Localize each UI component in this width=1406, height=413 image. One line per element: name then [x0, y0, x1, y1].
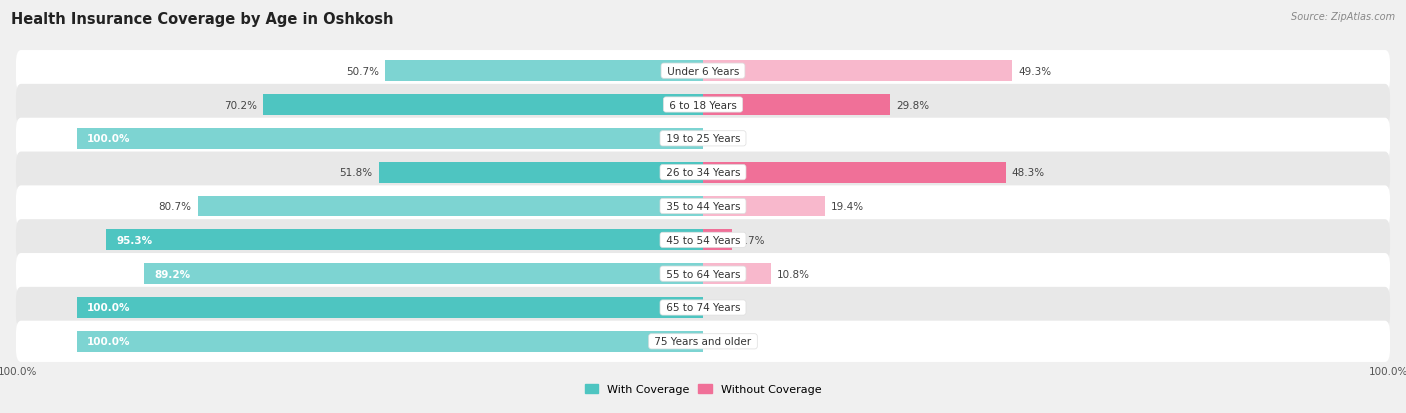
Text: 10.8%: 10.8%	[778, 269, 810, 279]
Bar	[703, 61, 1012, 82]
FancyBboxPatch shape	[15, 321, 1391, 362]
Text: Source: ZipAtlas.com: Source: ZipAtlas.com	[1291, 12, 1395, 22]
Text: 55 to 64 Years: 55 to 64 Years	[662, 269, 744, 279]
Bar	[145, 263, 703, 285]
Legend: With Coverage, Without Coverage: With Coverage, Without Coverage	[581, 380, 825, 399]
Text: 6 to 18 Years: 6 to 18 Years	[666, 100, 740, 110]
Text: 50.7%: 50.7%	[346, 66, 380, 76]
FancyBboxPatch shape	[15, 85, 1391, 126]
Text: 0.0%: 0.0%	[709, 303, 735, 313]
Bar	[77, 128, 703, 150]
Text: 95.3%: 95.3%	[117, 235, 152, 245]
Text: 29.8%: 29.8%	[896, 100, 929, 110]
Text: 100.0%: 100.0%	[87, 303, 131, 313]
Bar	[703, 263, 770, 285]
Text: 80.7%: 80.7%	[159, 202, 191, 211]
Text: 89.2%: 89.2%	[155, 269, 190, 279]
Text: 100.0%: 100.0%	[87, 337, 131, 347]
Text: 35 to 44 Years: 35 to 44 Years	[662, 202, 744, 211]
Text: 48.3%: 48.3%	[1012, 168, 1045, 178]
Bar	[198, 196, 703, 217]
Bar	[378, 162, 703, 183]
Text: Under 6 Years: Under 6 Years	[664, 66, 742, 76]
FancyBboxPatch shape	[15, 220, 1391, 261]
Text: 75 Years and older: 75 Years and older	[651, 337, 755, 347]
Bar	[263, 95, 703, 116]
FancyBboxPatch shape	[15, 254, 1391, 294]
Text: 0.0%: 0.0%	[709, 134, 735, 144]
FancyBboxPatch shape	[15, 152, 1391, 193]
Text: 26 to 34 Years: 26 to 34 Years	[662, 168, 744, 178]
Text: 19 to 25 Years: 19 to 25 Years	[662, 134, 744, 144]
FancyBboxPatch shape	[15, 51, 1391, 92]
Text: 0.0%: 0.0%	[709, 337, 735, 347]
FancyBboxPatch shape	[15, 186, 1391, 227]
Bar	[703, 196, 824, 217]
Text: 100.0%: 100.0%	[87, 134, 131, 144]
Text: 19.4%: 19.4%	[831, 202, 863, 211]
Bar	[703, 230, 733, 251]
Text: 4.7%: 4.7%	[738, 235, 765, 245]
Text: Health Insurance Coverage by Age in Oshkosh: Health Insurance Coverage by Age in Oshk…	[11, 12, 394, 27]
Bar	[105, 230, 703, 251]
Text: 51.8%: 51.8%	[339, 168, 373, 178]
Bar	[703, 162, 1005, 183]
FancyBboxPatch shape	[15, 287, 1391, 328]
Text: 49.3%: 49.3%	[1018, 66, 1052, 76]
Bar	[77, 331, 703, 352]
Text: 70.2%: 70.2%	[224, 100, 257, 110]
FancyBboxPatch shape	[15, 119, 1391, 159]
Text: 65 to 74 Years: 65 to 74 Years	[662, 303, 744, 313]
Bar	[703, 95, 890, 116]
Text: 45 to 54 Years: 45 to 54 Years	[662, 235, 744, 245]
Bar	[385, 61, 703, 82]
Bar	[77, 297, 703, 318]
